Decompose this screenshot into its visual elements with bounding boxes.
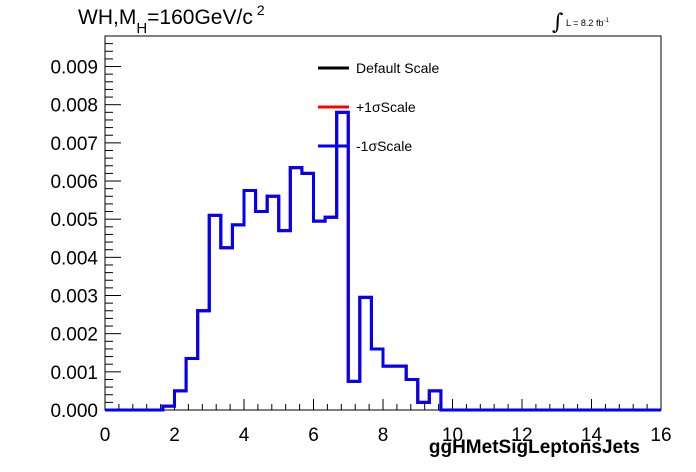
y-tick-label: 0.002	[50, 325, 98, 346]
y-tick-label: 0.004	[50, 248, 98, 269]
y-tick-label: 0.003	[50, 287, 98, 308]
legend-label: +1σScale	[356, 99, 416, 115]
legend-label: -1σScale	[356, 138, 412, 154]
luminosity-superscript: -1	[603, 18, 609, 24]
integral-icon: ∫	[552, 10, 564, 35]
x-tick-label: 0	[100, 425, 111, 446]
x-axis-label: ggHMetSigLeptonsJets	[428, 437, 640, 458]
x-tick-label: 6	[308, 425, 319, 446]
y-tick-label: 0.008	[50, 96, 98, 117]
legend-label: Default Scale	[356, 60, 439, 76]
x-tick-label: 14	[581, 425, 603, 446]
y-tick-label: 0.007	[50, 134, 98, 155]
x-tick-label: 10	[442, 425, 463, 446]
x-tick-label: 8	[378, 425, 389, 446]
title-main: WH,M	[78, 6, 137, 29]
y-tick-label: 0.006	[50, 172, 98, 193]
y-tick-label: 0.000	[50, 401, 98, 422]
luminosity-text: L = 8.2 fb	[566, 18, 604, 28]
x-tick-label: 12	[511, 425, 532, 446]
x-tick-label: 4	[239, 425, 250, 446]
x-tick-label: 2	[169, 425, 180, 446]
luminosity-label: ∫ L = 8.2 fb-1	[552, 10, 609, 35]
title-superscript: 2	[256, 2, 265, 18]
histogram-series-2	[105, 110, 661, 412]
y-tick-label: 0.001	[50, 363, 98, 384]
title-subscript: H	[136, 20, 148, 37]
title-rest: =160GeV/c	[147, 6, 253, 29]
y-tick-label: 0.009	[50, 58, 98, 79]
x-tick-label: 16	[650, 425, 671, 446]
y-tick-label: 0.005	[50, 210, 98, 231]
chart-title: WH,MH=160GeV/c 2	[78, 2, 265, 37]
